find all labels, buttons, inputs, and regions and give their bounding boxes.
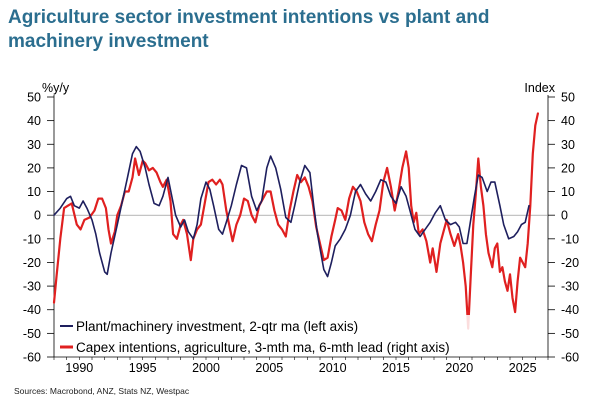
- y-tick-left: 30: [27, 138, 41, 152]
- x-tick-label: 1995: [129, 361, 157, 375]
- y-tick-right: -60: [561, 351, 579, 365]
- chart-title-line-2: machinery investment: [8, 31, 209, 52]
- legend-label: Plant/machinery investment, 2-qtr ma (le…: [76, 319, 358, 334]
- y-tick-left: 0: [34, 209, 41, 223]
- y-tick-left: 40: [27, 114, 41, 128]
- y-tick-left: 20: [27, 161, 41, 175]
- series-lines: [52, 112, 539, 330]
- y-tick-left: -10: [23, 232, 41, 246]
- y-tick-right: 20: [561, 161, 575, 175]
- y-tick-left: -50: [23, 327, 41, 341]
- x-tick-label: 2010: [319, 361, 347, 375]
- x-tick-label: 1990: [65, 361, 93, 375]
- y-tick-right: 0: [561, 209, 568, 223]
- chart-title-line-1: Agriculture sector investment intentions…: [8, 7, 490, 28]
- y-tick-right: 50: [561, 91, 575, 105]
- y-tick-right: -20: [561, 256, 579, 270]
- y-tick-right: -50: [561, 327, 579, 341]
- legend-background: [57, 315, 522, 353]
- y-tick-left: -60: [23, 351, 41, 365]
- chart-title: Agriculture sector investment intentions…: [8, 6, 588, 54]
- x-tick-label: 2015: [382, 361, 410, 375]
- y-tick-right: -40: [561, 303, 579, 317]
- legend-label: Capex intentions, agriculture, 3-mth ma,…: [76, 340, 450, 355]
- y-tick-right: 10: [561, 185, 575, 199]
- y-tick-right: -10: [561, 232, 579, 246]
- y-tick-left: -40: [23, 303, 41, 317]
- x-tick-label: 2025: [509, 361, 537, 375]
- y-tick-left: -30: [23, 280, 41, 294]
- legend: Plant/machinery investment, 2-qtr ma (le…: [57, 315, 522, 355]
- x-tick-label: 2000: [192, 361, 220, 375]
- source-note: Sources: Macrobond, ANZ, Stats NZ, Westp…: [14, 386, 190, 396]
- x-tick-label: 2005: [255, 361, 283, 375]
- left-axis-label: %y/y: [42, 81, 70, 95]
- y-tick-right: -30: [561, 280, 579, 294]
- y-tick-left: 50: [27, 91, 41, 105]
- y-tick-left: 10: [27, 185, 41, 199]
- y-tick-right: 30: [561, 138, 575, 152]
- y-tick-right: 40: [561, 114, 575, 128]
- right-axis-label: Index: [524, 81, 555, 95]
- x-tick-label: 2020: [445, 361, 473, 375]
- series-line-capex-intentions: [52, 112, 539, 330]
- y-tick-left: -20: [23, 256, 41, 270]
- series-line-plant-machinery: [53, 145, 530, 278]
